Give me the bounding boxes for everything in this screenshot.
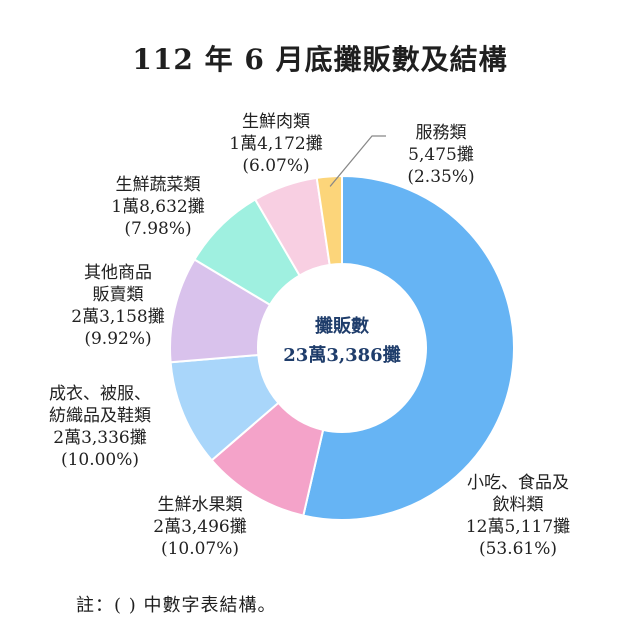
slice-6 — [315, 174, 343, 267]
slice-label-6: (2.35%) — [407, 167, 474, 187]
slice-label-0: (53.61%) — [479, 539, 557, 559]
center-label: 23萬3,386攤 — [283, 344, 400, 366]
chart-note: 註：( ) 中數字表結構。 — [76, 595, 277, 616]
slice-label-3: 販賣類 — [93, 285, 144, 305]
slice-label-3: (9.92%) — [84, 329, 151, 349]
slice-label-4: 生鮮蔬菜類 — [116, 175, 201, 195]
slice-label-6: 服務類 — [416, 123, 467, 143]
center-label: 攤販數 — [315, 315, 369, 337]
leader-line — [329, 135, 386, 187]
slice-label-0: 小吃、食品及 — [467, 473, 569, 493]
slice-label-1: 2萬3,496攤 — [153, 517, 246, 537]
slice-label-4: (7.98%) — [124, 219, 191, 239]
slice-label-2: 紡織品及鞋類 — [49, 406, 151, 426]
slice-label-6: 5,475攤 — [408, 145, 474, 165]
slice-label-5: 1萬4,172攤 — [229, 134, 322, 154]
slice-label-3: 2萬3,158攤 — [71, 307, 164, 327]
slice-label-2: 2萬3,336攤 — [53, 428, 146, 448]
slice-label-5: 生鮮肉類 — [242, 112, 310, 132]
slice-label-2: 成衣、被服、 — [49, 384, 151, 404]
slice-0 — [302, 174, 515, 521]
slice-label-1: (10.07%) — [161, 539, 239, 559]
slice-label-5: (6.07%) — [242, 156, 309, 176]
slice-label-2: (10.00%) — [61, 450, 139, 470]
slice-label-0: 12萬5,117攤 — [466, 517, 570, 537]
slice-label-1: 生鮮水果類 — [158, 495, 243, 515]
slice-label-0: 飲料類 — [493, 495, 544, 515]
slice-label-4: 1萬8,632攤 — [111, 197, 204, 217]
slice-label-3: 其他商品 — [84, 263, 152, 283]
chart-title: 112 年 6 月底攤販數及結構 — [132, 43, 508, 76]
